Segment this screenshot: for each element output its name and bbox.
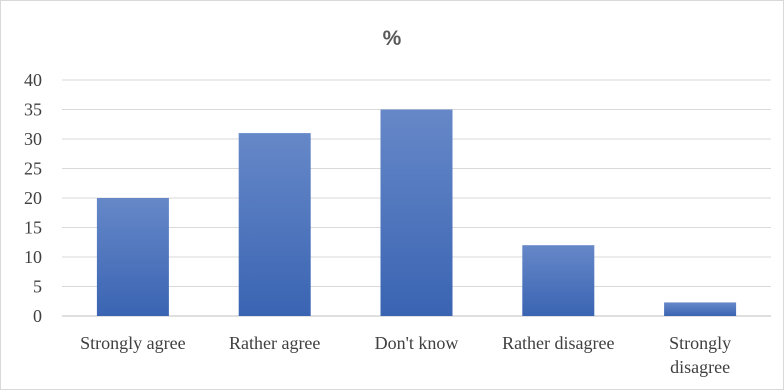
x-tick-label: Don't know <box>375 333 459 353</box>
x-tick-label: Rather disagree <box>502 333 614 353</box>
chart-title: % <box>382 27 402 50</box>
y-tick-label: 25 <box>24 159 42 179</box>
y-tick-label: 0 <box>33 306 42 326</box>
bar <box>238 133 311 316</box>
x-tick-label: Rather agree <box>229 333 320 353</box>
x-tick-label: Strongly <box>669 333 731 353</box>
bar <box>96 198 169 316</box>
bar <box>664 302 737 316</box>
y-tick-label: 20 <box>24 188 42 208</box>
y-tick-label: 35 <box>24 100 42 120</box>
y-tick-label: 5 <box>33 277 42 297</box>
bar <box>380 109 453 316</box>
bar <box>522 245 595 316</box>
y-tick-label: 15 <box>24 218 42 238</box>
x-tick-label: Strongly agree <box>80 333 185 353</box>
x-tick-label: disagree <box>670 357 730 377</box>
y-tick-label: 30 <box>24 129 42 149</box>
y-tick-label: 40 <box>24 70 42 90</box>
y-tick-label: 10 <box>24 247 42 267</box>
